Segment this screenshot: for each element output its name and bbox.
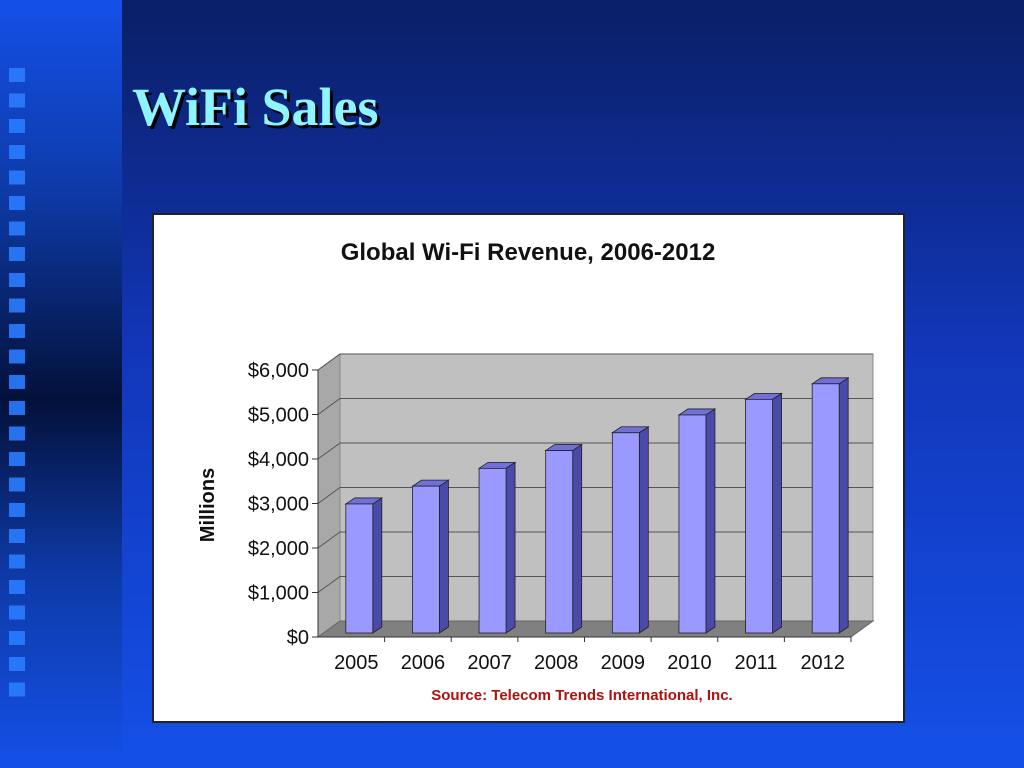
- plot-floor: [316, 620, 875, 638]
- x-tick-label: 2009: [601, 652, 646, 674]
- y-tick-label: $0: [287, 627, 309, 649]
- bar-2007: [477, 461, 517, 634]
- x-tick-label: 2006: [401, 652, 446, 674]
- y-tick-label: $5,000: [248, 405, 309, 427]
- x-tick-label: 2007: [467, 652, 512, 674]
- bar-front: [345, 503, 374, 634]
- bar-front: [412, 485, 440, 634]
- bar-side: [638, 426, 649, 634]
- bar-front: [611, 432, 640, 634]
- bar-2011: [744, 392, 783, 634]
- bar-2006: [411, 479, 450, 634]
- y-tick-label: $6,000: [248, 360, 309, 382]
- chart-panel: $0 $1,000 $2,000 $3,000 $4,000 $5,000 $6,000 2…: [152, 213, 905, 723]
- bar-2012: [810, 377, 850, 634]
- bar-front: [745, 398, 773, 634]
- slide-title: WiFi Sales: [132, 77, 379, 137]
- bar-2009: [610, 426, 650, 634]
- sidebar-squares-pattern: [9, 68, 25, 708]
- bar-side: [572, 443, 583, 634]
- bar-2010: [677, 408, 717, 634]
- bar-front: [811, 383, 840, 634]
- x-tick-label: 2010: [667, 652, 712, 674]
- x-tick-label: 2011: [735, 652, 778, 674]
- x-tick-label: 2012: [800, 652, 845, 674]
- y-tick-labels: $0 $1,000 $2,000 $3,000 $4,000 $5,000 $6,000: [248, 360, 309, 649]
- bar-chart: $0 $1,000 $2,000 $3,000 $4,000 $5,000 $6,000 2…: [197, 239, 875, 704]
- y-tick-label: $4,000: [248, 449, 309, 471]
- bar-front: [678, 414, 707, 634]
- bar-front: [478, 467, 507, 634]
- chart-title: Global Wi-Fi Revenue, 2006-2012: [341, 239, 716, 266]
- bar-side: [705, 408, 716, 634]
- bar-side: [772, 392, 782, 634]
- bar-side: [505, 461, 516, 634]
- x-tick-labels: 2005 2006 2007 2008 2009 2010 2011 2012: [334, 652, 845, 674]
- plot-background: [316, 353, 875, 638]
- source-note: Source: Telecom Trends International, In…: [431, 687, 732, 704]
- y-tick-label: $1,000: [248, 583, 309, 605]
- bar-side: [372, 497, 383, 634]
- bar-side: [439, 479, 449, 634]
- y-axis-label: Millions: [197, 468, 219, 542]
- x-tick-label: 2008: [534, 652, 579, 674]
- bar-2008: [544, 443, 584, 634]
- gridline: [317, 353, 873, 371]
- y-tick-label: $2,000: [248, 538, 309, 560]
- gridline: [317, 398, 873, 415]
- y-tick-label: $3,000: [248, 494, 309, 516]
- x-tick-label: 2005: [334, 652, 379, 674]
- sidebar-decoration: [0, 0, 122, 768]
- bar-front: [545, 450, 574, 634]
- bar-side: [838, 377, 849, 634]
- bars: [344, 377, 850, 634]
- bar-2005: [344, 497, 384, 634]
